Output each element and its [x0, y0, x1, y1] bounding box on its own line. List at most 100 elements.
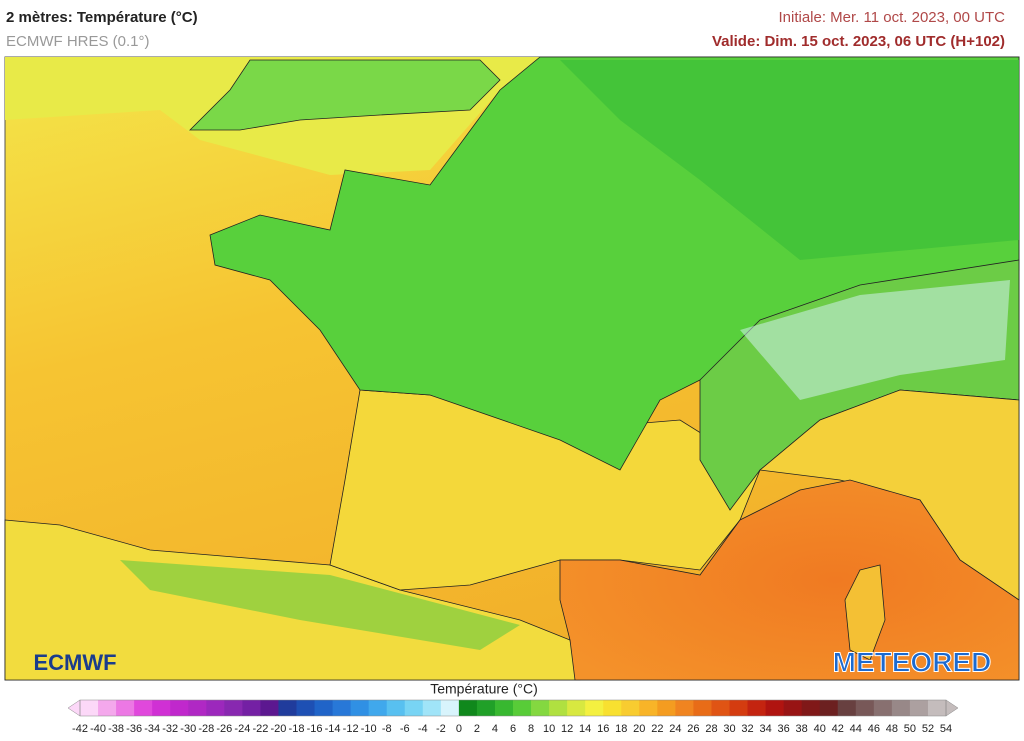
color-swatch — [693, 700, 712, 716]
colorbar-tick-label: -4 — [418, 723, 428, 735]
colorbar-tick-label: 22 — [651, 723, 663, 735]
alps-snow — [740, 280, 1010, 400]
color-swatch — [927, 700, 947, 716]
color-swatch — [639, 700, 658, 716]
colorbar-tick-label: -34 — [144, 723, 160, 735]
color-swatch — [116, 700, 135, 716]
colorbar-tick-label: 14 — [579, 723, 591, 735]
title: 2 mètres: Température (°C) — [6, 9, 198, 26]
colorbar-tick-label: -36 — [126, 723, 142, 735]
color-swatch — [458, 700, 478, 716]
colorbar-tick-label: 46 — [868, 723, 880, 735]
color-swatch — [134, 700, 153, 716]
model: ECMWF HRES (0.1°) — [6, 33, 150, 50]
colorbar-tick-label: 36 — [778, 723, 790, 735]
color-swatch — [350, 700, 370, 716]
colorbar-tick-label: 10 — [543, 723, 555, 735]
colorbar-tick-label: 4 — [492, 723, 498, 735]
colorbar-tick-label: -20 — [271, 723, 287, 735]
colorbar-tick-label: 34 — [759, 723, 771, 735]
color-swatch — [549, 700, 568, 716]
colorbar-tick-label: -26 — [216, 723, 232, 735]
colorbar-tick-label: 8 — [528, 723, 534, 735]
color-swatch — [296, 700, 316, 716]
colorbar-tick-label: -16 — [307, 723, 323, 735]
color-swatch — [260, 700, 279, 716]
colorbar-tick-label: 30 — [723, 723, 735, 735]
map: ECMWF METEORED — [4, 56, 1020, 681]
colorbar-tick-label: 26 — [687, 723, 699, 735]
color-swatch — [909, 700, 929, 716]
colorbar-tick-label: 38 — [796, 723, 808, 735]
colorbar-tick-label: 42 — [832, 723, 844, 735]
colorbar-tick-label: -8 — [382, 723, 392, 735]
color-swatch — [80, 700, 99, 716]
under-arrow — [67, 699, 81, 717]
color-swatch — [855, 700, 875, 716]
colorbar-tick-label: 40 — [814, 723, 826, 735]
color-swatch — [801, 700, 821, 716]
color-swatch — [386, 700, 406, 716]
colorbar-tick-label: 32 — [741, 723, 753, 735]
color-swatch — [314, 700, 334, 716]
color-swatch — [513, 700, 532, 716]
color-swatch — [747, 700, 767, 716]
color-swatch — [278, 700, 297, 716]
colorbar-tick-label: -2 — [436, 723, 446, 735]
color-swatch — [206, 700, 225, 716]
colorbar-tick-label: 18 — [615, 723, 627, 735]
colorbar-tick-label: 0 — [456, 723, 462, 735]
logo-ecmwf: ECMWF — [33, 650, 116, 675]
corsica — [844, 564, 886, 661]
over-arrow — [945, 699, 959, 717]
colorbar-tick-label: -24 — [234, 723, 250, 735]
colorbar-tick-label: -28 — [198, 723, 214, 735]
colorbar-tick-label: -18 — [289, 723, 305, 735]
color-swatch — [170, 700, 189, 716]
colorbar-tick-label: 2 — [474, 723, 480, 735]
colorbar-tick-label: -38 — [108, 723, 124, 735]
color-swatch — [494, 700, 514, 716]
color-swatch — [152, 700, 171, 716]
color-swatch — [531, 700, 550, 716]
color-swatch — [729, 700, 749, 716]
pyrenees — [120, 560, 520, 650]
colorbar-tick-label: -14 — [325, 723, 341, 735]
colorbar-tick-label: -22 — [252, 723, 268, 735]
valid-time: Valide: Dim. 15 oct. 2023, 06 UTC (H+102… — [712, 33, 1005, 50]
colorbar-tick-label: 28 — [705, 723, 717, 735]
color-swatch — [675, 700, 694, 716]
color-swatch — [657, 700, 676, 716]
color-swatch — [368, 700, 388, 716]
color-swatch — [819, 700, 839, 716]
color-swatch — [837, 700, 857, 716]
color-swatch — [422, 700, 442, 716]
color-swatch — [711, 700, 730, 716]
color-swatch — [188, 700, 207, 716]
colorbar-tick-label: 20 — [633, 723, 645, 735]
colorbar-tick-label: -6 — [400, 723, 410, 735]
color-swatch — [891, 700, 911, 716]
color-swatch — [404, 700, 424, 716]
color-swatch — [440, 700, 460, 716]
colorbar-tick-label: -42 — [72, 723, 88, 735]
colorbar-tick-label: 48 — [886, 723, 898, 735]
colorbar-tick-label: -12 — [343, 723, 359, 735]
color-swatch — [476, 700, 496, 716]
england — [189, 59, 501, 131]
logo-meteored: METEORED — [833, 646, 992, 677]
initial-time: Initiale: Mer. 11 oct. 2023, 00 UTC — [778, 9, 1005, 26]
colorbar-tick-label: 24 — [669, 723, 681, 735]
colorbar-tick-label: 44 — [850, 723, 862, 735]
color-swatch — [603, 700, 622, 716]
colorbar-tick-label: -10 — [361, 723, 377, 735]
color-swatch — [765, 700, 785, 716]
colorbar-tick-label: 12 — [561, 723, 573, 735]
colorbar-tick-label: 52 — [922, 723, 934, 735]
color-swatch — [567, 700, 586, 716]
color-swatch — [621, 700, 640, 716]
legend-title: Température (°C) — [430, 681, 538, 697]
colorbar-tick-label: 50 — [904, 723, 916, 735]
colorbar-tick-label: 16 — [597, 723, 609, 735]
